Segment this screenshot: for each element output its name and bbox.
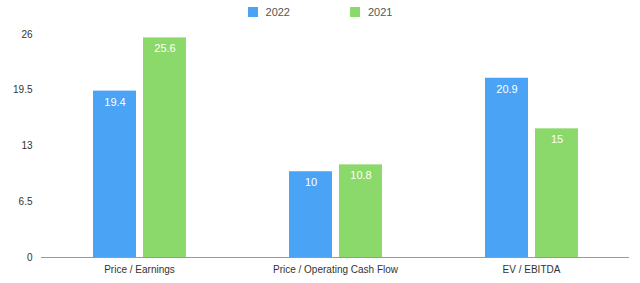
- svg-text:10.8: 10.8: [350, 169, 371, 181]
- html-text:2022: 2022: [265, 6, 290, 18]
- svg-text:15: 15: [551, 133, 563, 145]
- svg-text:6.5: 6.5: [19, 196, 33, 207]
- svg-text:EV / EBITDA: EV / EBITDA: [503, 264, 561, 275]
- svg-text:20.9: 20.9: [496, 83, 517, 95]
- svg-text:19.4: 19.4: [104, 96, 125, 108]
- svg-text:13: 13: [21, 140, 33, 151]
- svg-text:19.5: 19.5: [13, 84, 33, 95]
- svg-text:Price / Operating Cash Flow: Price / Operating Cash Flow: [273, 264, 399, 275]
- svg-text:10: 10: [305, 176, 317, 188]
- svg-text:0: 0: [27, 252, 33, 263]
- svg-text:Price / Earnings: Price / Earnings: [104, 264, 175, 275]
- svg-text:25.6: 25.6: [154, 42, 175, 54]
- html-text:2021: 2021: [368, 6, 393, 18]
- svg-text:26: 26: [21, 29, 33, 40]
